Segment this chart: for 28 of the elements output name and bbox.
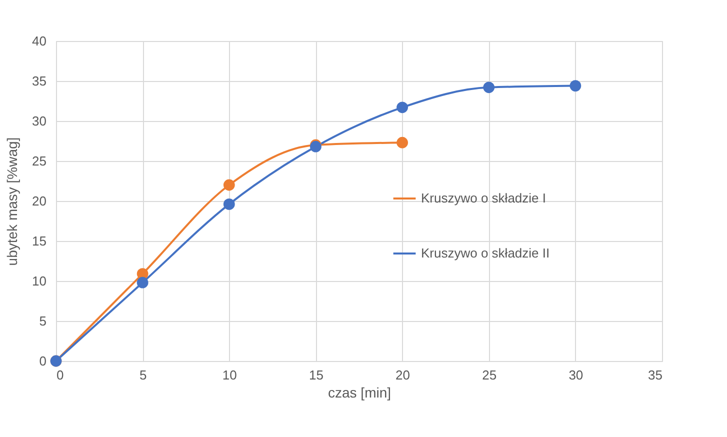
point bbox=[396, 102, 408, 114]
y-tick-label: 30 bbox=[32, 114, 46, 128]
x-tick-label: 20 bbox=[396, 368, 410, 382]
point bbox=[223, 198, 235, 210]
point bbox=[396, 136, 408, 148]
point bbox=[483, 82, 495, 94]
x-axis-title: czas [min] bbox=[328, 384, 392, 400]
x-tick-label: 35 bbox=[648, 368, 662, 382]
legend-label: Kruszywo o składzie I bbox=[421, 190, 546, 206]
y-tick-label: 0 bbox=[39, 354, 46, 368]
y-tick-label: 10 bbox=[32, 274, 46, 288]
y-tick-label: 35 bbox=[32, 74, 46, 88]
x-tick-label: 30 bbox=[568, 368, 584, 382]
y-axis-title: ubytek masy [%wag] bbox=[4, 137, 20, 266]
x-tick-label: 5 bbox=[139, 368, 147, 382]
y-tick-label: 20 bbox=[32, 194, 46, 208]
y-tick-label: 40 bbox=[32, 34, 46, 48]
point bbox=[136, 276, 148, 288]
point bbox=[223, 179, 235, 191]
y-tick-label: 25 bbox=[32, 154, 46, 168]
x-tick-label: 0 bbox=[56, 368, 64, 382]
legend-label: Kruszywo o składzie II bbox=[421, 246, 550, 260]
y-tick-label: 5 bbox=[39, 314, 46, 328]
x-tick-label: 10 bbox=[222, 368, 237, 382]
x-tick-label: 25 bbox=[482, 368, 497, 382]
point bbox=[570, 80, 582, 92]
x-tick-label: 15 bbox=[308, 368, 324, 382]
y-tick-label: 15 bbox=[32, 234, 46, 248]
